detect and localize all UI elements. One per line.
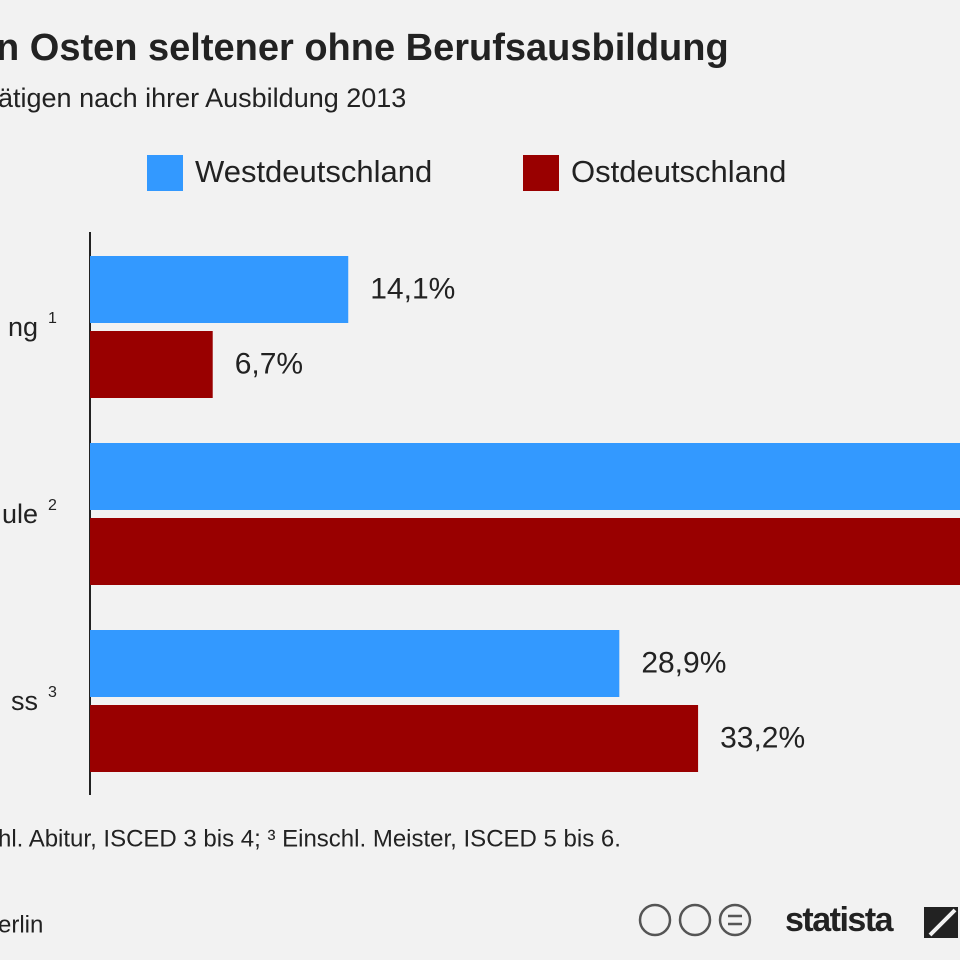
data-label: 6,7% — [235, 347, 303, 380]
bar — [90, 705, 699, 772]
source: erlin — [0, 911, 43, 938]
bar — [90, 256, 349, 323]
legend-swatch — [523, 155, 559, 191]
brand: statista — [785, 901, 895, 939]
bar — [90, 443, 960, 510]
chart-title: n Osten seltener ohne Berufsausbildung — [0, 27, 729, 69]
y-tick-label: ule — [2, 499, 38, 529]
license-icons — [638, 903, 752, 937]
footnote: hl. Abitur, ISCED 3 bis 4; ³ Einschl. Me… — [0, 825, 621, 852]
data-label: 33,2% — [720, 721, 805, 754]
data-label: 14,1% — [370, 272, 455, 305]
legend-label: Ostdeutschland — [571, 154, 786, 189]
bar — [90, 518, 960, 585]
y-tick-label: ss — [11, 686, 38, 716]
chart-subtitle: ätigen nach ihrer Ausbildung 2013 — [0, 83, 406, 113]
y-tick-label: ng — [8, 312, 38, 342]
bar — [90, 331, 213, 398]
legend-swatch — [147, 155, 183, 191]
y-tick-footnote-mark: 3 — [48, 684, 57, 701]
bar — [90, 630, 620, 697]
legend-label: Westdeutschland — [195, 154, 432, 189]
data-label: 28,9% — [641, 646, 726, 679]
y-tick-footnote-mark: 1 — [48, 310, 57, 327]
brand-logo — [920, 903, 960, 942]
y-tick-footnote-mark: 2 — [48, 497, 57, 514]
